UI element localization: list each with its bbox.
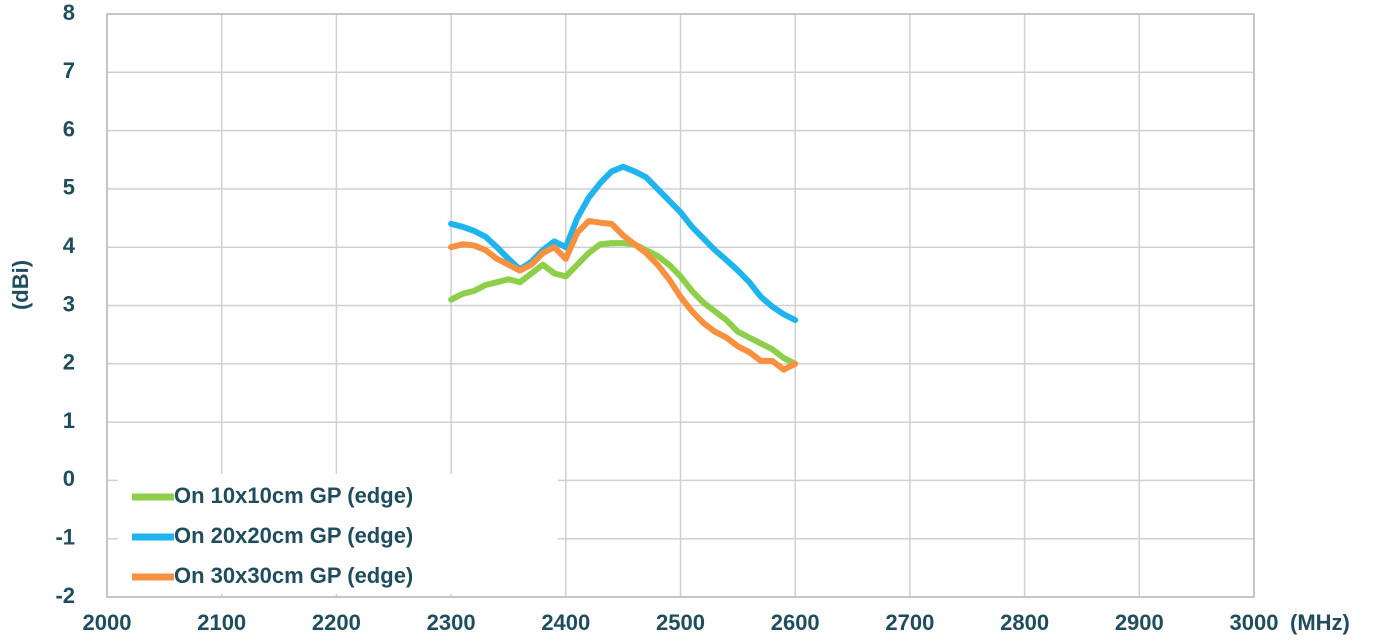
x-tick-label: 2100 [197, 610, 246, 635]
legend-box [118, 474, 558, 594]
y-tick-label: 1 [63, 408, 75, 433]
y-tick-label: -1 [55, 525, 75, 550]
x-tick-label: 2700 [885, 610, 934, 635]
y-tick-label: 0 [63, 466, 75, 491]
x-tick-label: 2900 [1115, 610, 1164, 635]
plot-frame [106, 13, 1255, 598]
data-line [448, 240, 799, 367]
y-axis-label: (dBi) [8, 260, 33, 310]
y-tick-label: 6 [63, 116, 75, 141]
legend-label: On 30x30cm GP (edge) [174, 563, 413, 588]
y-tick-label: -2 [55, 583, 75, 608]
y-tick-label: 5 [63, 175, 75, 200]
x-axis-label: (MHz) [1290, 610, 1350, 635]
x-tick-label: 2200 [312, 610, 361, 635]
y-tick-label: 2 [63, 350, 75, 375]
legend-label: On 10x10cm GP (edge) [174, 483, 413, 508]
y-tick-label: 4 [63, 233, 76, 258]
y-tick-label: 7 [63, 58, 75, 83]
x-tick-label: 2500 [656, 610, 705, 635]
data-line [448, 217, 799, 373]
x-tick-label: 2600 [771, 610, 820, 635]
x-tick-label: 2000 [83, 610, 132, 635]
x-tick-label: 2800 [1000, 610, 1049, 635]
x-tick-label: 2400 [541, 610, 590, 635]
data-line [448, 163, 799, 324]
x-tick-label: 3000 [1230, 610, 1279, 635]
legend-label: On 20x20cm GP (edge) [174, 523, 413, 548]
x-tick-label: 2300 [427, 610, 476, 635]
y-tick-label: 3 [63, 291, 75, 316]
y-tick-label: 8 [63, 0, 75, 25]
